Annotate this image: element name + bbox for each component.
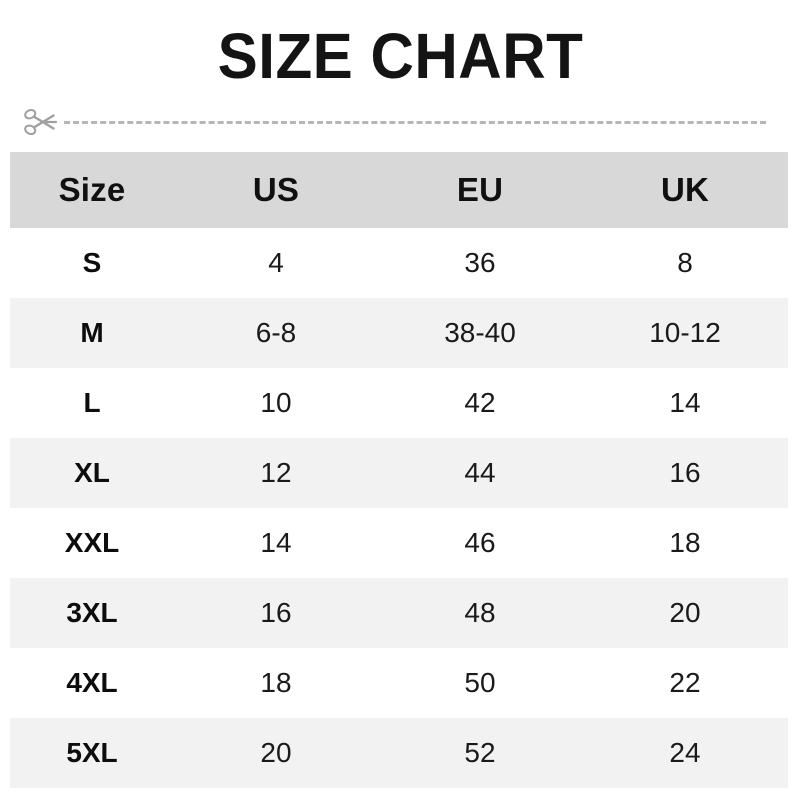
cell-uk: 20 [582,578,788,648]
cell-size: 4XL [10,648,174,718]
cell-uk: 22 [582,648,788,718]
size-chart-table: Size US EU UK S 4 36 8 M 6-8 38-40 10-12… [10,152,788,788]
cell-eu: 52 [378,718,582,788]
cell-uk: 16 [582,438,788,508]
cell-size: S [10,228,174,298]
cell-us: 10 [174,368,378,438]
table-header: Size US EU UK [10,152,788,228]
table-row: S 4 36 8 [10,228,788,298]
cell-size: 3XL [10,578,174,648]
cell-eu: 42 [378,368,582,438]
table-header-row: Size US EU UK [10,152,788,228]
table-row: 5XL 20 52 24 [10,718,788,788]
cell-eu: 46 [378,508,582,578]
column-header-us: US [174,152,378,228]
cell-eu: 38-40 [378,298,582,368]
dashed-cut-line [64,120,766,124]
cell-us: 18 [174,648,378,718]
cell-us: 12 [174,438,378,508]
column-header-uk: UK [582,152,788,228]
cell-us: 14 [174,508,378,578]
cell-uk: 8 [582,228,788,298]
cell-us: 20 [174,718,378,788]
cell-uk: 10-12 [582,298,788,368]
table-row: M 6-8 38-40 10-12 [10,298,788,368]
page-title: SIZE CHART [217,20,583,92]
cell-eu: 48 [378,578,582,648]
cell-size: L [10,368,174,438]
page-title-container: SIZE CHART [0,22,800,90]
scissors-icon [22,107,66,137]
cell-uk: 24 [582,718,788,788]
cell-us: 4 [174,228,378,298]
cell-uk: 14 [582,368,788,438]
column-header-eu: EU [378,152,582,228]
column-header-size: Size [10,152,174,228]
table-row: 3XL 16 48 20 [10,578,788,648]
cell-eu: 44 [378,438,582,508]
cell-size: 5XL [10,718,174,788]
cut-line [22,106,778,138]
cell-eu: 50 [378,648,582,718]
cell-size: M [10,298,174,368]
cell-size: XXL [10,508,174,578]
cell-us: 6-8 [174,298,378,368]
table-body: S 4 36 8 M 6-8 38-40 10-12 L 10 42 14 XL… [10,228,788,788]
cell-us: 16 [174,578,378,648]
table-row: XL 12 44 16 [10,438,788,508]
cell-uk: 18 [582,508,788,578]
table-row: L 10 42 14 [10,368,788,438]
table-row: XXL 14 46 18 [10,508,788,578]
cell-eu: 36 [378,228,582,298]
cell-size: XL [10,438,174,508]
table-row: 4XL 18 50 22 [10,648,788,718]
